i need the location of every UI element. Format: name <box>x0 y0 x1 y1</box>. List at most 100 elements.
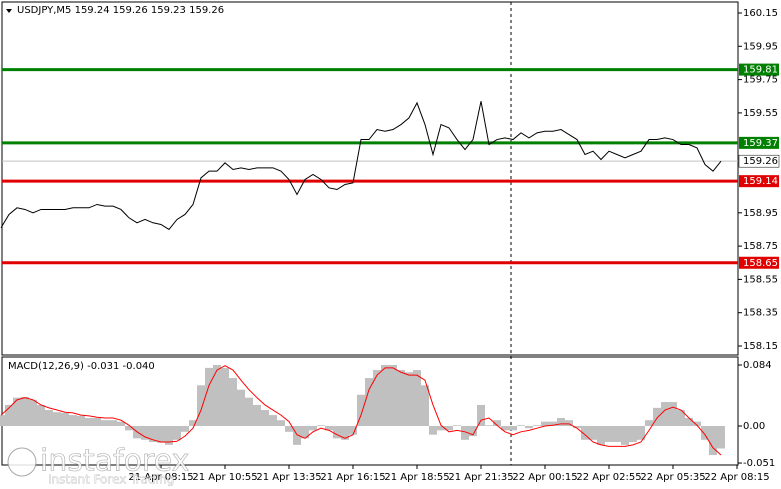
macd-bar <box>317 425 325 426</box>
macd-bar <box>461 425 469 440</box>
macd-bar <box>637 425 645 440</box>
macd-bar <box>21 396 29 426</box>
macd-bar <box>101 420 109 426</box>
y-tick-label: 158.35 <box>743 308 778 319</box>
macd-bar <box>173 425 181 440</box>
macd-bar <box>157 425 165 443</box>
macd-bar <box>429 425 437 435</box>
macd-bar <box>453 425 461 426</box>
macd-bar <box>269 415 277 426</box>
macd-bar <box>197 385 205 426</box>
price-line <box>0 101 722 231</box>
macd-bar <box>373 370 381 426</box>
macd-bar <box>77 415 85 426</box>
macd-bar <box>533 425 541 426</box>
macd-bar <box>717 425 725 449</box>
watermark-brand: instaforex <box>40 444 189 479</box>
macd-bar <box>605 425 613 442</box>
macd-bar <box>477 404 485 426</box>
macd-bar <box>493 420 501 426</box>
level-label: 158.65 <box>743 258 778 269</box>
x-tick-label: 22 Apr 02:55 <box>576 472 641 483</box>
level-label-box <box>739 256 779 269</box>
macd-bar <box>0 415 5 426</box>
macd-bar <box>221 367 229 426</box>
macd-bar <box>309 425 317 431</box>
macd-bar <box>525 425 533 429</box>
macd-bar <box>389 364 397 426</box>
macd-bar <box>29 399 37 426</box>
macd-bar <box>517 425 525 426</box>
macd-bar <box>405 372 413 426</box>
macd-bar <box>381 364 389 426</box>
macd-bar <box>333 425 341 439</box>
macd-bar <box>693 421 701 426</box>
y-tick-label: 158.75 <box>743 241 778 252</box>
level-label-box <box>739 136 779 149</box>
y-tick-label: -0.051 <box>743 458 775 469</box>
macd-bar <box>413 370 421 426</box>
y-tick-label: 158.15 <box>743 341 778 352</box>
macd-bar <box>53 412 61 426</box>
main-panel <box>1 1 739 356</box>
macd-bar <box>653 407 661 426</box>
x-tick-label: 21 Apr 21:35 <box>448 472 513 483</box>
macd-bar <box>485 425 493 426</box>
macd-bar <box>5 404 13 426</box>
x-tick-label: 21 Apr 16:15 <box>320 472 385 483</box>
macd-bar <box>261 410 269 426</box>
macd-bar <box>277 420 285 426</box>
macd-bar <box>13 397 21 426</box>
level-label: 159.81 <box>743 65 778 76</box>
macd-bar <box>181 425 189 432</box>
macd-bar <box>541 421 549 426</box>
macd-bar <box>469 425 477 437</box>
y-tick-label: 159.95 <box>743 41 778 52</box>
x-tick-label: 21 Apr 10:55 <box>192 472 257 483</box>
x-tick-label: 22 Apr 00:15 <box>512 472 577 483</box>
macd-bar <box>237 389 245 426</box>
macd-bar <box>245 397 253 426</box>
y-tick-label: 159.55 <box>743 108 778 119</box>
macd-bar <box>293 425 301 445</box>
macd-bar <box>141 425 149 440</box>
y-tick-label: 0.084 <box>743 360 772 371</box>
macd-panel <box>1 356 739 466</box>
macd-bar <box>573 425 581 429</box>
level-label: 159.14 <box>743 176 778 187</box>
macd-bar <box>685 418 693 426</box>
macd-bar <box>365 378 373 426</box>
macd-bar <box>45 410 53 426</box>
y-tick-label: 160.15 <box>743 8 778 19</box>
x-tick-label: 22 Apr 05:35 <box>640 472 705 483</box>
x-tick-label: 21 Apr 13:35 <box>256 472 321 483</box>
level-label: 159.37 <box>743 138 778 149</box>
price-chart: 160.15 159.95 159.75 159.55 158.95 158.75 158.… <box>0 8 780 352</box>
macd-bar <box>661 402 669 426</box>
macd-bar <box>701 425 709 440</box>
menu-arrow <box>6 9 12 13</box>
chart-title: USDJPY,M5 159.24 159.26 159.23 159.26 <box>17 5 224 16</box>
macd-bar <box>709 425 717 456</box>
x-tick-label: 22 Apr 08:15 <box>704 472 769 483</box>
macd-bar <box>301 425 309 439</box>
y-tick-label: 0.00 <box>743 421 765 432</box>
macd-bar <box>597 425 605 445</box>
macd-bar <box>445 425 453 431</box>
macd-bar <box>189 420 197 426</box>
macd-bar <box>93 418 101 426</box>
macd-bar <box>109 420 117 426</box>
signal-line <box>0 365 722 456</box>
macd-bar <box>341 425 349 440</box>
macd-bar <box>421 385 429 426</box>
macd-bar <box>253 404 261 426</box>
macd-bar <box>629 425 637 442</box>
macd-bar <box>677 410 685 426</box>
watermark: instaforex Instant Forex Trading <box>7 443 190 487</box>
x-tick-label: 21 Apr 08:15 <box>128 472 193 483</box>
macd-bar <box>557 418 565 426</box>
macd-bar <box>565 420 573 426</box>
macd-bar <box>205 367 213 426</box>
